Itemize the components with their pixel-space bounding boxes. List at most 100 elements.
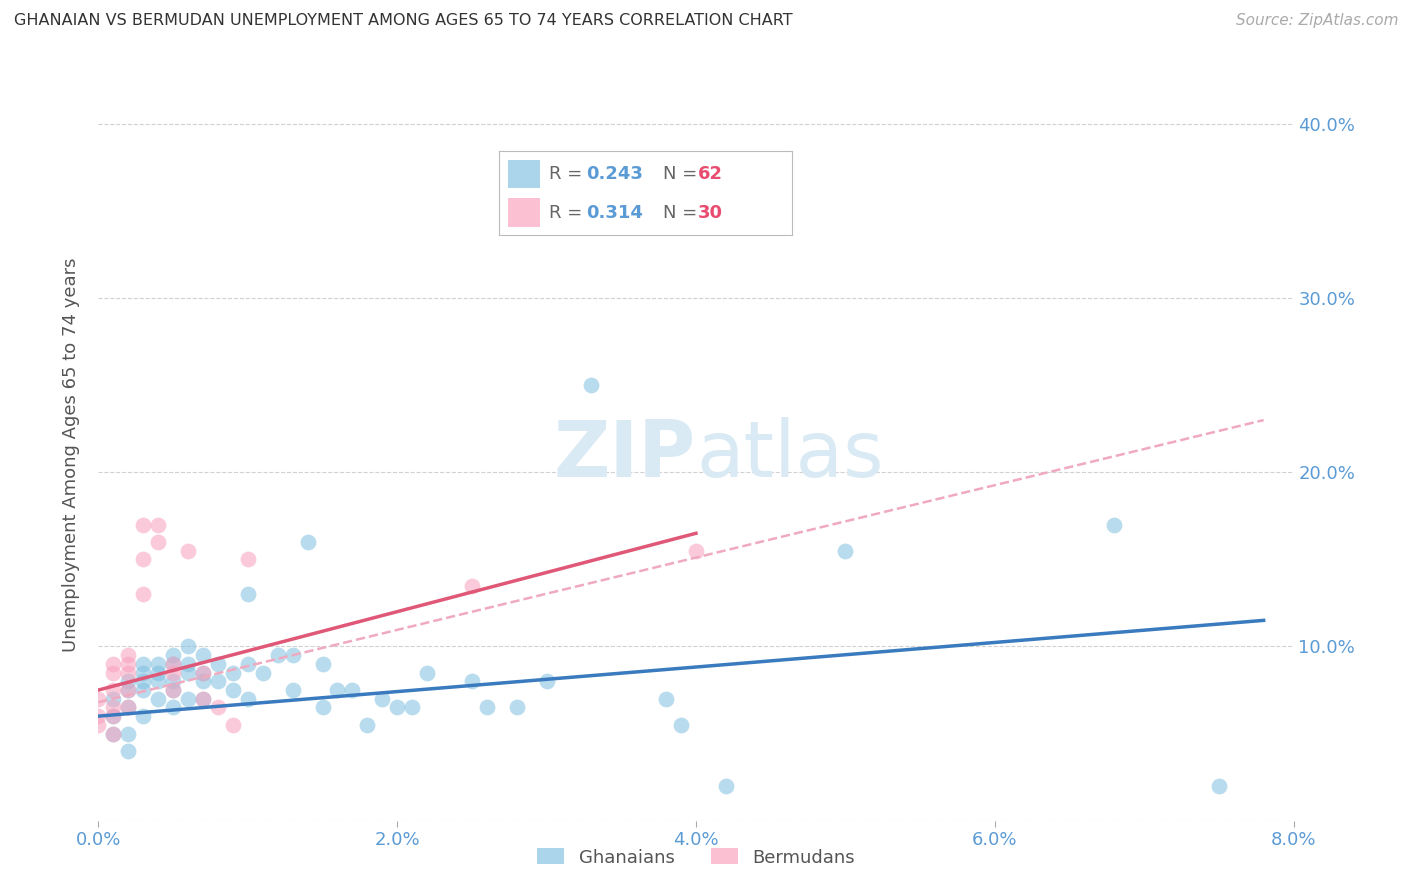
Point bbox=[132, 674, 155, 689]
Point bbox=[117, 683, 139, 698]
Point bbox=[581, 378, 603, 392]
Point bbox=[669, 718, 692, 732]
Point bbox=[281, 648, 304, 663]
Point bbox=[191, 665, 214, 680]
Point bbox=[87, 718, 110, 732]
Point bbox=[148, 665, 170, 680]
Point bbox=[326, 683, 349, 698]
Point bbox=[103, 683, 125, 698]
Point bbox=[162, 683, 184, 698]
Point bbox=[177, 665, 200, 680]
Point bbox=[536, 674, 558, 689]
Point bbox=[236, 691, 259, 706]
Point bbox=[117, 744, 139, 758]
Point bbox=[132, 665, 155, 680]
Text: R =: R = bbox=[548, 165, 588, 183]
Point bbox=[162, 674, 184, 689]
Point bbox=[685, 543, 707, 558]
Point bbox=[236, 552, 259, 566]
Point bbox=[162, 683, 184, 698]
Text: 30: 30 bbox=[697, 203, 723, 222]
Point bbox=[207, 700, 229, 714]
Point bbox=[117, 726, 139, 740]
Point bbox=[117, 700, 139, 714]
Point bbox=[267, 648, 290, 663]
Point bbox=[297, 535, 319, 549]
Point bbox=[714, 779, 737, 793]
Text: N =: N = bbox=[662, 165, 703, 183]
Point bbox=[342, 683, 364, 698]
Point bbox=[148, 657, 170, 671]
Point bbox=[177, 640, 200, 654]
Point bbox=[416, 665, 439, 680]
Point bbox=[132, 517, 155, 532]
Point bbox=[1208, 779, 1230, 793]
Point bbox=[148, 535, 170, 549]
Point bbox=[132, 709, 155, 723]
Point bbox=[207, 674, 229, 689]
Point bbox=[236, 657, 259, 671]
Point bbox=[103, 709, 125, 723]
Point bbox=[191, 674, 214, 689]
Point bbox=[103, 709, 125, 723]
Point bbox=[475, 700, 498, 714]
Point bbox=[191, 691, 214, 706]
Point bbox=[371, 691, 394, 706]
Point bbox=[162, 665, 184, 680]
Point bbox=[311, 657, 333, 671]
Point bbox=[177, 691, 200, 706]
Point bbox=[401, 700, 423, 714]
Point bbox=[103, 726, 125, 740]
Point bbox=[162, 657, 184, 671]
Bar bbox=[508, 160, 540, 188]
Point bbox=[132, 657, 155, 671]
Point bbox=[103, 700, 125, 714]
Point bbox=[117, 657, 139, 671]
Point bbox=[132, 683, 155, 698]
Point bbox=[281, 683, 304, 698]
Point bbox=[236, 587, 259, 601]
Point bbox=[103, 657, 125, 671]
Bar bbox=[508, 199, 540, 227]
Point bbox=[191, 691, 214, 706]
Legend: Ghanaians, Bermudans: Ghanaians, Bermudans bbox=[530, 841, 862, 874]
Text: atlas: atlas bbox=[696, 417, 883, 493]
Point bbox=[103, 726, 125, 740]
Point bbox=[191, 665, 214, 680]
Point bbox=[207, 657, 229, 671]
Point bbox=[162, 657, 184, 671]
Point bbox=[252, 665, 274, 680]
Point bbox=[162, 648, 184, 663]
Point bbox=[117, 700, 139, 714]
Point bbox=[148, 691, 170, 706]
Point bbox=[103, 665, 125, 680]
Point bbox=[117, 674, 139, 689]
Point bbox=[461, 674, 484, 689]
Point bbox=[117, 648, 139, 663]
Point bbox=[177, 543, 200, 558]
Text: N =: N = bbox=[662, 203, 703, 222]
Point bbox=[834, 543, 856, 558]
Point bbox=[148, 517, 170, 532]
Point bbox=[117, 683, 139, 698]
Point bbox=[177, 657, 200, 671]
Text: Source: ZipAtlas.com: Source: ZipAtlas.com bbox=[1236, 13, 1399, 29]
Point bbox=[356, 718, 378, 732]
Point bbox=[1102, 517, 1125, 532]
Text: ZIP: ZIP bbox=[554, 417, 696, 493]
Point bbox=[461, 578, 484, 592]
Text: GHANAIAN VS BERMUDAN UNEMPLOYMENT AMONG AGES 65 TO 74 YEARS CORRELATION CHART: GHANAIAN VS BERMUDAN UNEMPLOYMENT AMONG … bbox=[14, 13, 793, 29]
Point bbox=[87, 691, 110, 706]
Text: 0.243: 0.243 bbox=[586, 165, 644, 183]
Point bbox=[191, 648, 214, 663]
Point bbox=[311, 700, 333, 714]
Point bbox=[655, 691, 678, 706]
Point bbox=[103, 691, 125, 706]
Point bbox=[162, 700, 184, 714]
Text: 62: 62 bbox=[697, 165, 723, 183]
Point bbox=[132, 552, 155, 566]
Point bbox=[222, 683, 245, 698]
Point bbox=[222, 718, 245, 732]
Point bbox=[132, 587, 155, 601]
Text: R =: R = bbox=[548, 203, 588, 222]
